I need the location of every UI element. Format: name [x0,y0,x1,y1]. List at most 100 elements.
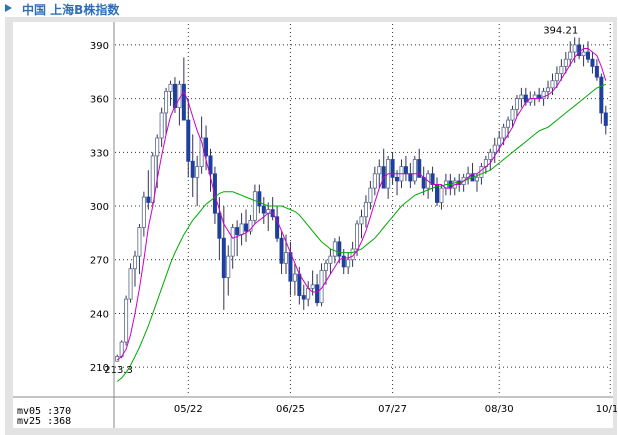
candle-body [288,252,293,282]
candle-body [497,137,502,146]
candle-body [132,255,137,270]
candle-body [408,173,413,182]
legend-mv05: mv05 :370 [17,406,71,417]
candle [417,148,422,178]
candle [390,152,395,185]
candle [195,155,200,207]
candle [252,184,257,224]
candle [124,295,129,346]
y-tick-label: 390 [90,41,109,52]
title-bar: 中国 上海B株指数 [0,0,618,17]
candle-body [226,255,231,279]
candle-body [501,126,506,139]
candle-body [266,209,271,214]
candle [328,248,333,275]
candle [159,107,164,147]
candle-body [195,166,200,178]
candle [141,191,146,237]
low-label: 213.3 [104,365,133,376]
candle [603,105,608,135]
candle [590,52,595,74]
candle-body [430,173,435,185]
candle-body [275,216,280,239]
plot-area [13,22,613,428]
candle-body [439,187,444,203]
candle-body [150,155,155,203]
candle-body [363,202,368,218]
candle-body [310,284,315,289]
candle [310,270,315,296]
legend-mv25: mv25 :368 [17,416,71,427]
mv25-line [116,83,606,382]
candle-body [168,83,173,92]
candle [164,87,169,135]
candle-body [479,166,484,178]
candle [186,98,191,178]
y-tick-label: 240 [90,309,109,320]
moving-averages [116,48,607,382]
candle [199,116,204,174]
candle [586,41,591,63]
candle-body [563,58,568,67]
candle-body [164,91,169,114]
candle [248,214,253,235]
candle-body [346,259,351,268]
candle-body [221,237,226,279]
candle-body [519,94,524,100]
high-label: 394.21 [543,25,578,36]
candle [217,197,222,260]
candle-body [292,273,297,282]
candle-body [568,51,573,60]
candle [474,173,479,192]
candle-body [554,73,559,82]
candle [301,284,306,310]
candle-body [328,255,333,264]
candle [235,220,240,257]
candle [190,134,195,198]
candle [346,252,351,275]
candle-body [124,298,129,343]
candle-body [417,159,422,178]
candle [572,37,577,63]
candle [230,223,235,269]
candle-body [581,51,586,57]
candle-body [514,98,519,110]
candle [412,155,417,185]
mv05-line [116,48,607,361]
grid [13,22,613,428]
arrow-icon [5,4,12,12]
candle [279,231,284,275]
candlestick-chart: 210 240 270 300 330 360 390 05/22 06/25 07/27 08/3… [13,22,617,428]
candle-body [257,191,262,207]
candle [510,105,515,128]
candle [568,41,573,67]
axis-labels: 210 240 270 300 330 360 390 05/22 06/25 07/27 08/3… [90,41,617,415]
y-tick-label: 360 [90,95,109,106]
candle [275,206,280,242]
candle [341,248,346,275]
candle-body [532,94,537,100]
candle-body [181,83,186,121]
candle [599,73,604,124]
candle [315,274,320,307]
candle-body [474,176,479,182]
candle-body [217,212,222,239]
candle-body [594,65,599,78]
candle [363,195,368,228]
candle-body [421,176,426,189]
candle-body [186,119,191,162]
candle-body [301,295,306,300]
candle [337,236,342,264]
candle-body [323,262,328,271]
candle-body [297,273,302,296]
y-tick-label: 300 [90,202,109,213]
candle [439,184,444,210]
candle-body [279,237,284,264]
candle [244,209,249,242]
candle-body [230,227,235,257]
candle-body [546,87,551,92]
candle [594,59,599,81]
candle-body [137,227,142,257]
candle-body [128,268,133,300]
candle [519,87,524,108]
